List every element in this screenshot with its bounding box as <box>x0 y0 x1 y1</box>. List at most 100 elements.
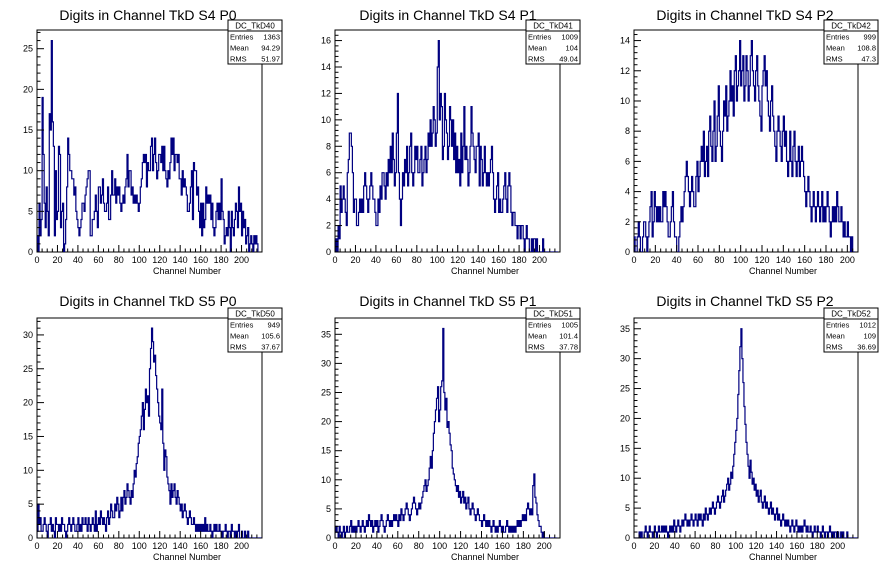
x-tick-label: 20 <box>649 541 659 551</box>
stats-name: DC_TkD51 <box>533 310 573 319</box>
y-tick-label: 4 <box>326 194 331 204</box>
y-tick-label: 0 <box>28 247 33 257</box>
y-tick-label: 14 <box>321 62 331 72</box>
stats-box <box>823 307 879 353</box>
y-tick-label: 30 <box>321 358 331 368</box>
x-tick-label: 80 <box>412 255 422 265</box>
stats-value: 37.78 <box>559 343 578 352</box>
panel-title: Digits in Channel TkD S5 P2 <box>656 293 833 309</box>
histogram-line <box>634 39 855 252</box>
x-tick-label: 140 <box>173 255 188 265</box>
stats-box <box>823 19 879 65</box>
stats-value: 104 <box>565 44 578 53</box>
x-tick-label: 40 <box>672 255 682 265</box>
histogram-panel-3: Digits in Channel TkD S5 P00 20 40 60 80 100 1… <box>23 293 283 562</box>
x-tick-label: 40 <box>371 255 381 265</box>
panel-title: Digits in Channel TkD S4 P1 <box>359 7 536 23</box>
panel-title: Digits in Channel TkD S4 P0 <box>59 7 236 23</box>
x-tick-label: 180 <box>818 255 833 265</box>
histogram-line <box>335 327 557 538</box>
x-tick-label: 80 <box>414 541 424 551</box>
y-tick-label: 10 <box>620 473 630 483</box>
y-tick-label: 2 <box>326 221 331 231</box>
stats-name: DC_TkD52 <box>831 310 871 319</box>
y-tick-label: 10 <box>321 115 331 125</box>
x-tick-label: 20 <box>650 255 660 265</box>
y-tick-label: 0 <box>326 533 331 543</box>
stats-label: Mean <box>528 44 547 53</box>
x-tick-label: 180 <box>516 541 531 551</box>
x-tick-label: 100 <box>733 255 748 265</box>
x-tick-label: 140 <box>776 255 791 265</box>
stats-label: Entries <box>528 33 552 42</box>
stats-label: Entries <box>230 321 254 330</box>
y-tick-label: 0 <box>625 247 630 257</box>
x-tick-label: 200 <box>532 255 547 265</box>
x-tick-label: 100 <box>132 541 147 551</box>
x-tick-label: 200 <box>234 541 249 551</box>
y-tick-label: 20 <box>23 84 33 94</box>
stats-value: 94.29 <box>261 44 280 53</box>
x-tick-label: 120 <box>754 255 769 265</box>
y-tick-label: 15 <box>23 125 33 135</box>
histogram-panel-2: Digits in Channel TkD S4 P20 20 40 60 80 100 1… <box>620 7 879 276</box>
x-tick-label: 200 <box>830 541 845 551</box>
stats-label: RMS <box>230 55 247 64</box>
x-tick-label: 0 <box>631 541 636 551</box>
stats-value: 49.04 <box>559 55 578 64</box>
y-tick-label: 5 <box>625 503 630 513</box>
stats-value: 1009 <box>561 33 578 42</box>
x-tick-label: 20 <box>351 541 361 551</box>
x-tick-label: 140 <box>769 541 784 551</box>
y-tick-label: 35 <box>321 329 331 339</box>
stats-value: 999 <box>863 33 876 42</box>
x-axis-label: Channel Number <box>749 552 817 562</box>
stats-value: 51.97 <box>261 55 280 64</box>
y-tick-label: 25 <box>23 44 33 54</box>
x-tick-label: 60 <box>393 541 403 551</box>
y-tick-label: 10 <box>620 96 630 106</box>
x-tick-label: 180 <box>214 541 229 551</box>
histogram-line <box>37 327 262 538</box>
x-tick-label: 0 <box>631 255 636 265</box>
stats-name: DC_TkD40 <box>235 22 275 31</box>
histogram-panel-0: Digits in Channel TkD S4 P00 20 40 60 80 100 1… <box>23 7 283 276</box>
x-tick-label: 180 <box>810 541 825 551</box>
stats-label: Mean <box>528 332 547 341</box>
x-tick-label: 180 <box>214 255 229 265</box>
x-tick-label: 40 <box>73 541 83 551</box>
histogram-line <box>37 39 259 252</box>
x-axis-label: Channel Number <box>749 266 817 276</box>
histogram-line <box>634 328 858 538</box>
x-tick-label: 160 <box>789 541 804 551</box>
y-tick-label: 15 <box>23 431 33 441</box>
y-tick-label: 2 <box>625 217 630 227</box>
y-tick-label: 10 <box>23 465 33 475</box>
x-tick-label: 40 <box>372 541 382 551</box>
y-tick-label: 5 <box>326 504 331 514</box>
y-tick-label: 16 <box>321 36 331 46</box>
stats-name: DC_TkD50 <box>235 310 275 319</box>
x-tick-label: 60 <box>93 541 103 551</box>
stats-label: RMS <box>528 343 545 352</box>
x-tick-label: 20 <box>52 541 62 551</box>
x-tick-label: 0 <box>34 541 39 551</box>
x-axis-label: Channel Number <box>451 266 519 276</box>
histogram-line <box>335 39 558 252</box>
stats-value: 1005 <box>561 321 578 330</box>
y-tick-label: 25 <box>321 387 331 397</box>
x-tick-label: 60 <box>93 255 103 265</box>
stats-box <box>227 19 283 65</box>
x-axis-label: Channel Number <box>153 266 221 276</box>
x-tick-label: 160 <box>193 541 208 551</box>
x-tick-label: 60 <box>391 255 401 265</box>
y-tick-label: 10 <box>23 166 33 176</box>
y-tick-label: 5 <box>28 499 33 509</box>
x-tick-label: 40 <box>73 255 83 265</box>
y-tick-label: 20 <box>23 398 33 408</box>
stats-value: 105.6 <box>261 332 280 341</box>
x-tick-label: 0 <box>332 255 337 265</box>
y-tick-label: 5 <box>28 206 33 216</box>
x-tick-label: 80 <box>114 541 124 551</box>
